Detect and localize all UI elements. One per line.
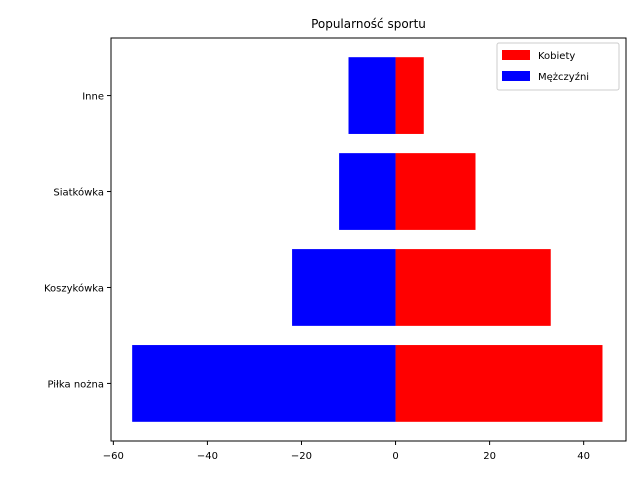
x-tick-label: 0 [392, 451, 398, 462]
bar-kobiety-3 [395, 57, 424, 134]
legend: Kobiety Mężczyźni [496, 42, 620, 91]
y-tick-label: Piłka nożna [47, 379, 104, 390]
legend-label: Mężczyźni [538, 71, 589, 83]
y-tick-label: Inne [82, 92, 104, 103]
y-tick-label: Siatkówka [53, 187, 104, 199]
bar-mezczyzni-0 [132, 345, 396, 422]
x-tick-label: −40 [197, 451, 218, 462]
legend-swatch [502, 50, 530, 60]
y-tick-label: Koszykówka [44, 282, 104, 294]
bar-kobiety-2 [395, 153, 476, 230]
bar-mezczyzni-3 [348, 57, 396, 134]
legend-label: Kobiety [538, 51, 575, 62]
bars-group [132, 57, 603, 422]
plot-area-frame [110, 37, 627, 442]
bar-kobiety-1 [395, 249, 551, 326]
y-axis: Piłka nożna Koszykówka Siatkówka Inne [44, 92, 111, 390]
x-tick-label: 20 [483, 451, 496, 462]
bar-mezczyzni-1 [292, 249, 396, 326]
x-axis: −60 −40 −20 0 20 40 [103, 441, 590, 462]
bar-mezczyzni-2 [339, 153, 396, 230]
x-tick-label: 40 [577, 451, 590, 462]
bar-kobiety-0 [395, 345, 603, 422]
x-tick-label: −60 [103, 451, 124, 462]
x-tick-label: −20 [291, 451, 312, 462]
chart-title: Popularność sportu [311, 17, 426, 31]
legend-swatch [502, 71, 530, 81]
